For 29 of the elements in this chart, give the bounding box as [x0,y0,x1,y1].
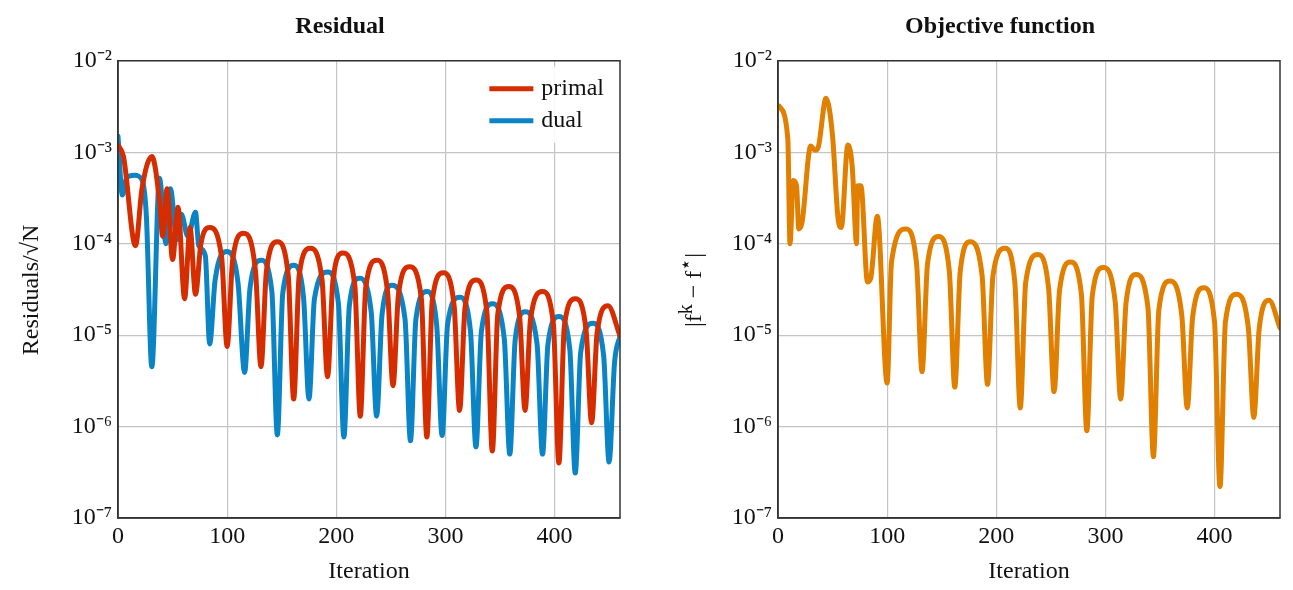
y-tick-label: 10⁻² [732,46,772,73]
legend-label: primal [541,74,605,101]
y-tick-label: 10⁻³ [732,137,772,164]
x-tick-label: 100 [869,521,906,548]
x-tick-label: 400 [536,521,573,548]
y-tick-label: 10⁻⁶ [71,411,112,438]
y-tick-label: 10⁻³ [72,137,112,164]
y-tick-label: 10⁻⁵ [731,320,772,347]
x-tick-label: 0 [772,521,784,548]
x-axis-title: Iteration [988,556,1070,583]
y-tick-label: 10⁻² [72,46,112,73]
x-tick-label: 0 [112,521,124,548]
y-tick-label: 10⁻⁷ [731,503,772,530]
x-tick-label: 300 [427,521,464,548]
y-tick-label: 10⁻⁷ [71,503,112,530]
x-tick-label: 300 [1087,521,1124,548]
x-tick-label: 400 [1196,521,1233,548]
legend-label: dual [541,106,583,133]
y-tick-label: 10⁻⁴ [731,228,772,255]
y-tick-label: 10⁻⁶ [731,411,772,438]
x-tick-label: 100 [209,521,246,548]
y-axis-title: Residuals/√N [16,224,44,356]
x-tick-label: 200 [978,521,1015,548]
chart-title: Residual [295,11,386,38]
chart-title: Objective function [905,11,1095,38]
y-tick-label: 10⁻⁵ [71,320,112,347]
x-axis-title: Iteration [328,556,410,583]
x-tick-label: 200 [318,521,355,548]
y-tick-label: 10⁻⁴ [71,228,112,255]
